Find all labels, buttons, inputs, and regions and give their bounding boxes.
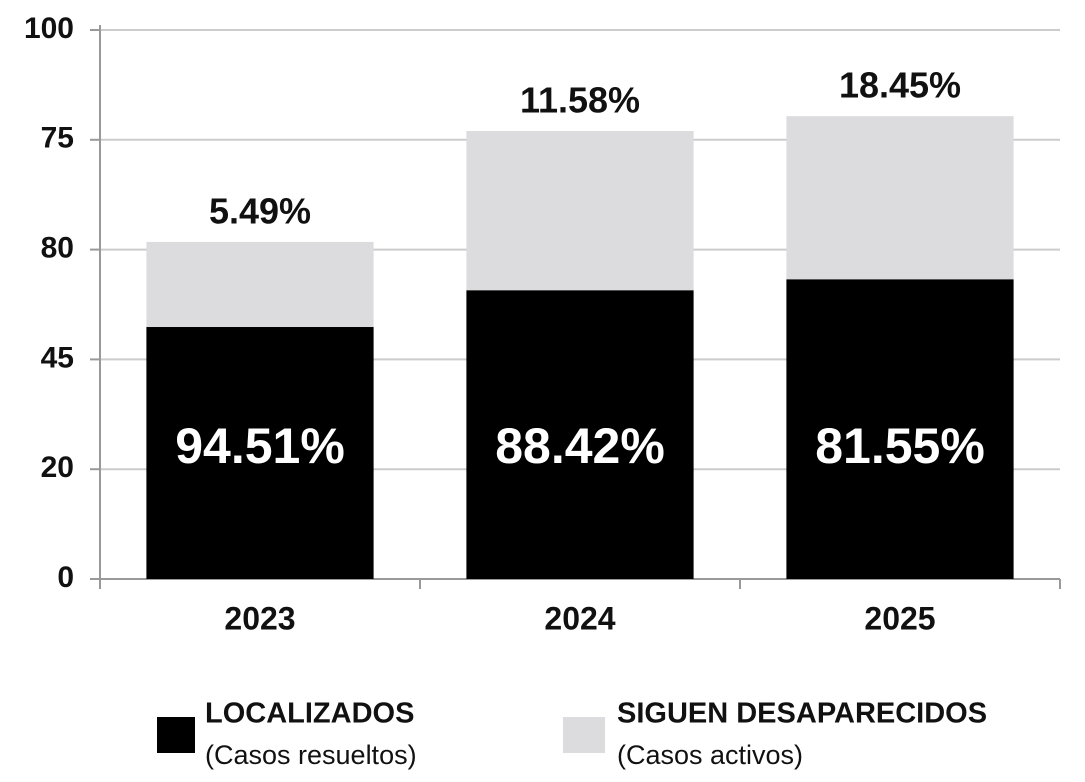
legend-note: (Casos activos) (617, 740, 803, 770)
y-tick-label: 20 (41, 451, 74, 484)
bar-segment (786, 279, 1014, 579)
y-tick-label: 80 (41, 232, 74, 265)
bar-label: 88.42% (495, 418, 665, 474)
legend-note: (Casos resueltos) (205, 740, 417, 770)
y-tick-label: 0 (57, 561, 74, 594)
legend-swatch (563, 717, 605, 753)
legend-label: LOCALIZADOS (205, 698, 414, 730)
y-tick-label: 75 (41, 122, 74, 155)
x-tick-label: 2025 (864, 600, 935, 636)
bar-segment (146, 241, 374, 328)
bar-segment (786, 116, 1014, 280)
y-tick-label: 45 (41, 341, 74, 374)
bar-segment (466, 131, 694, 291)
y-tick-label: 100 (24, 12, 74, 45)
bar-label: 5.49% (209, 190, 311, 231)
legend-swatch (157, 717, 195, 753)
bar-label: 94.51% (175, 418, 345, 474)
bar-segment (466, 290, 694, 579)
bar-label: 81.55% (815, 418, 985, 474)
x-tick-label: 2023 (224, 600, 295, 636)
x-tick-label: 2024 (544, 600, 615, 636)
bar-label: 11.58% (520, 80, 640, 121)
bar-label: 18.45% (839, 65, 961, 106)
bar-segment (146, 327, 374, 579)
legend-label: SIGUEN DESAPARECIDOS (617, 698, 987, 730)
